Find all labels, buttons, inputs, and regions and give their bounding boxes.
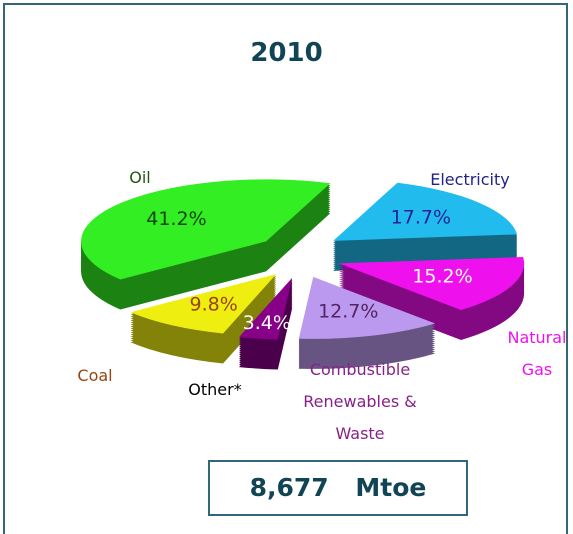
slice-top [130,274,277,334]
category-label: Coal [77,366,113,385]
slice-top [333,182,518,241]
value-label: 9.8% [190,293,238,315]
category-label: Oil [129,168,151,187]
slice [333,182,518,271]
value-label: 41.2% [146,208,206,230]
slice [339,256,525,341]
category-label: Combustible Renewables & Waste [303,360,417,443]
slice-top [81,179,331,280]
value-label: 17.7% [391,207,451,229]
category-label: Natural Gas [507,328,567,379]
slice-top [239,277,293,340]
value-label: 15.2% [412,266,472,288]
slice-top [298,276,436,339]
value-label: 12.7% [318,301,378,323]
frame [3,3,568,534]
category-label: Other* [188,380,242,399]
total-box: 8,677 Mtoe [208,460,468,516]
chart-title: 2010 [250,38,323,68]
slice-top [339,256,525,311]
slice [239,277,293,370]
slice [130,274,277,364]
slice [298,276,436,369]
slice [81,179,331,310]
value-label: 3.4% [243,312,291,334]
category-label: Electricity [430,170,510,189]
